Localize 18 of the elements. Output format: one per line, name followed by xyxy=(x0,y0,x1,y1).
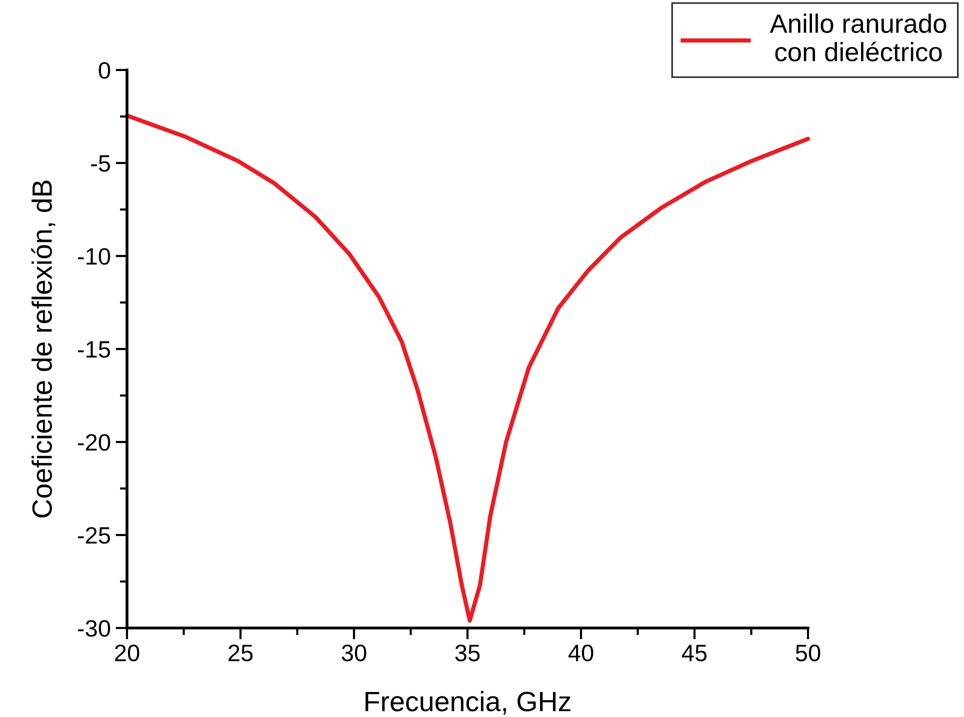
x-tick-label: 50 xyxy=(796,644,820,662)
y-tick-label: 0 xyxy=(98,62,110,79)
x-tick-label: 40 xyxy=(568,644,594,662)
x-tick-label: 25 xyxy=(228,644,253,662)
x-tick-label: 20 xyxy=(115,644,140,662)
line-series xyxy=(124,113,810,623)
x-tick-label: 45 xyxy=(682,644,707,662)
x-tick-label: 30 xyxy=(342,644,366,662)
x-axis-title: Frecuencia, GHz xyxy=(366,690,570,715)
x-tick-label: 35 xyxy=(455,644,480,662)
y-tick-label: -30 xyxy=(78,620,110,637)
legend-label: Anillo ranurado con dieléctrico xyxy=(770,14,946,62)
y-tick-label: -25 xyxy=(78,527,110,544)
y-tick-label: -5 xyxy=(91,155,110,172)
y-tick-label: -10 xyxy=(78,248,110,265)
y-tick-label: -15 xyxy=(78,341,110,358)
y-axis-title: Coeficiente de reflexión, dB xyxy=(31,180,56,518)
y-tick-label: -20 xyxy=(78,434,110,451)
